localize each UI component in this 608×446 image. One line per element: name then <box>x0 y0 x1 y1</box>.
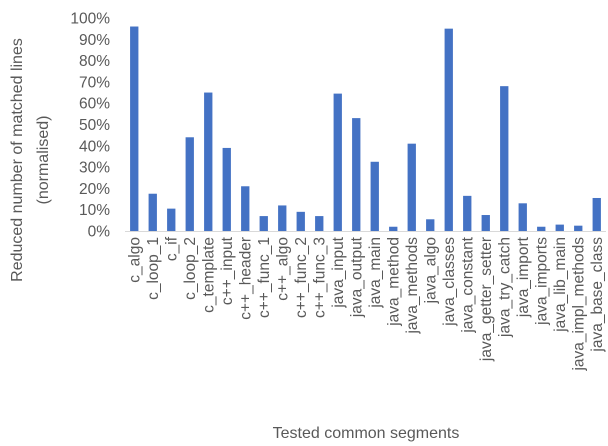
bar-java_input <box>333 93 342 232</box>
bar-java_imports <box>537 226 546 231</box>
bar-java_constant <box>463 195 472 231</box>
x-tick-label: c++_input <box>219 236 236 305</box>
y-tick-label: 80% <box>79 53 110 70</box>
bar-c++_func_1 <box>259 216 268 231</box>
x-tick-label: c_if <box>163 236 180 261</box>
bar-java_main <box>370 161 379 231</box>
bar-java_impl_methods <box>574 225 583 231</box>
x-tick-label: c++_func_2 <box>293 237 310 318</box>
y-axis-ticks: 0% 10% 20% 30% 40% 50% 60% 70% 80% 90% 100% <box>70 11 110 241</box>
bar-c_algo <box>130 26 139 231</box>
bar-java_methods <box>407 143 416 231</box>
bar-c++_input <box>222 147 231 231</box>
x-tick-label: java_classes <box>441 237 458 327</box>
bar-java_classes <box>444 28 453 232</box>
x-axis-ticks: c_algo c_loop_1 c_if c_loop_2 c_template c++_… <box>126 236 606 371</box>
bar-java_method <box>389 226 398 231</box>
y-tick-label: 30% <box>79 160 110 177</box>
x-tick-label: c++_algo <box>274 237 291 301</box>
x-tick-label: java_imports <box>533 237 550 326</box>
x-tick-label: java_input <box>330 236 347 308</box>
x-tick-label: java_base_class <box>589 237 606 353</box>
x-tick-label: c_loop_1 <box>145 237 162 300</box>
y-axis-title-line: (normalised) <box>35 116 52 205</box>
y-tick-label: 40% <box>79 138 110 155</box>
x-tick-label: c++_func_1 <box>256 237 273 318</box>
bar-java_lib_main <box>555 224 564 231</box>
y-tick-label: 0% <box>88 224 111 241</box>
bar-c++_func_2 <box>296 211 305 231</box>
x-tick-label: java_output <box>348 236 365 318</box>
bar-java_try_catch <box>500 86 509 231</box>
x-tick-label: java_lib_main <box>552 237 569 333</box>
x-tick-label: java_import <box>515 236 532 318</box>
bar-java_import <box>518 203 527 231</box>
bar-c++_header <box>241 186 250 231</box>
x-tick-label: java_algo <box>422 237 439 304</box>
y-axis-title: Reduced number of matched lines (normalis… <box>9 38 52 282</box>
x-tick-label: c_loop_2 <box>182 237 199 300</box>
y-tick-label: 90% <box>79 32 110 49</box>
x-tick-label: c++_func_3 <box>311 237 328 318</box>
x-tick-label: c++_header <box>237 237 254 320</box>
bar-c_loop_2 <box>185 137 194 231</box>
bar-java_base_class <box>592 197 601 231</box>
y-tick-label: 10% <box>79 202 110 219</box>
x-tick-label: java_impl_methods <box>570 237 587 372</box>
x-tick-label: java_method <box>385 237 402 327</box>
y-axis-title-line: Reduced number of matched lines <box>9 38 26 282</box>
x-tick-label: java_constant <box>459 236 476 333</box>
bars <box>130 26 601 232</box>
bar-java_getter_setter <box>481 215 490 231</box>
x-axis-title: Tested common segments <box>273 425 460 442</box>
x-tick-label: java_main <box>367 237 384 309</box>
y-tick-label: 50% <box>79 117 110 134</box>
y-tick-label: 70% <box>79 74 110 91</box>
bar-c++_func_3 <box>315 216 324 231</box>
x-tick-label: java_try_catch <box>496 237 513 338</box>
x-tick-label: java_methods <box>404 237 421 335</box>
y-tick-label: 60% <box>79 96 110 113</box>
x-tick-label: java_getter_setter <box>478 237 495 362</box>
bar-java_algo <box>426 219 435 231</box>
bar-c_if <box>167 208 176 231</box>
y-tick-label: 100% <box>70 11 110 28</box>
x-tick-label: c_template <box>200 237 217 313</box>
bar-java_output <box>352 118 361 231</box>
bar-c_loop_1 <box>148 193 157 231</box>
y-tick-label: 20% <box>79 181 110 198</box>
bar-c_template <box>204 92 213 231</box>
x-tick-label: c_algo <box>126 237 143 283</box>
bar-c++_algo <box>278 205 287 231</box>
